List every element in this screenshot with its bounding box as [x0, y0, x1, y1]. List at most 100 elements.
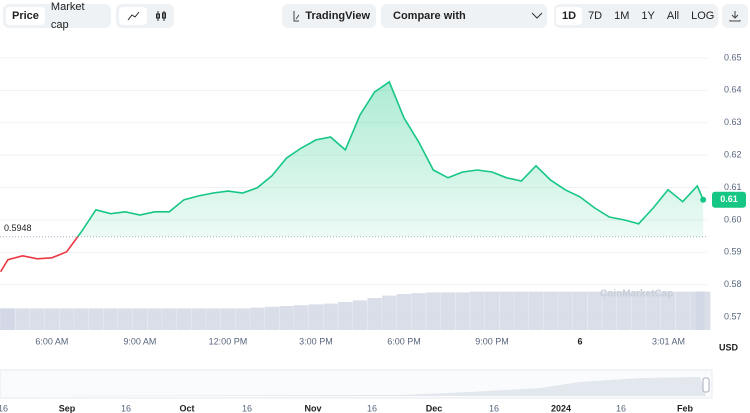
y-tick-label: 0.59	[724, 247, 742, 257]
volume-bar	[572, 291, 588, 330]
volume-bar	[206, 308, 221, 330]
volume-bar	[264, 306, 280, 330]
navigator-label: Sep	[59, 403, 76, 413]
volume-bar	[367, 298, 382, 330]
candle-style-button[interactable]	[147, 7, 175, 25]
volume-bar	[250, 307, 265, 330]
navigator-label: 16	[121, 403, 131, 413]
volume-bar	[147, 308, 162, 330]
chart-style-toggle	[116, 4, 174, 28]
volume-bar	[382, 295, 397, 330]
volume-bar	[631, 291, 646, 330]
volume-bar	[220, 308, 236, 330]
x-tick-label: 6	[577, 336, 582, 346]
tradingview-button[interactable]: TradingView	[282, 4, 376, 28]
price-line	[0, 80, 704, 273]
navigator-label: 16	[489, 403, 499, 413]
y-tick-label: 0.63	[724, 117, 742, 127]
y-tick-label: 0.61	[724, 182, 742, 192]
navigator-area	[0, 377, 706, 396]
volume-bar	[191, 308, 206, 330]
navigator-label: 2024	[551, 403, 571, 413]
volume-bar	[0, 308, 16, 330]
reference-label: 0.5948	[4, 223, 32, 233]
volume-bar	[235, 308, 250, 330]
volume-bar	[279, 306, 294, 330]
download-button[interactable]	[722, 4, 748, 28]
volume-bar	[426, 292, 441, 330]
volume-bar	[558, 291, 573, 330]
volume-bar	[103, 308, 118, 330]
range-1y[interactable]: 1Y	[641, 10, 655, 22]
metric-toggle: Price Market cap	[3, 1, 111, 31]
x-tick-label: 3:01 AM	[652, 336, 685, 346]
y-tick-label: 0.64	[724, 85, 742, 95]
range-1d[interactable]: 1D	[556, 7, 583, 25]
volume-bar	[543, 291, 558, 330]
x-tick-label: 9:00 AM	[123, 336, 156, 346]
volume-bar	[176, 308, 192, 330]
range-1m[interactable]: 1M	[614, 10, 630, 22]
price-tab[interactable]: Price	[6, 7, 45, 25]
volume-bar	[88, 308, 104, 330]
volume-bar	[616, 291, 632, 330]
volume-bar	[162, 308, 177, 330]
y-tick-label: 0.60	[724, 214, 742, 224]
range-all[interactable]: All	[666, 10, 680, 22]
volume-bar	[440, 292, 456, 330]
y-tick-label: 0.62	[724, 149, 742, 159]
compare-label: Compare with	[393, 10, 466, 22]
x-tick-label: 12:00 PM	[209, 336, 248, 346]
volume-bar	[59, 308, 74, 330]
dropdown-arrow	[531, 12, 543, 19]
volume-bar	[587, 291, 602, 330]
line-style-button[interactable]	[119, 7, 147, 25]
navigator-label: 16	[367, 403, 377, 413]
tradingview-icon	[293, 11, 300, 22]
watermark: CoinMarketCap	[600, 289, 673, 300]
last-point	[700, 196, 707, 203]
volume-bar	[484, 291, 500, 330]
navigator-handle[interactable]	[702, 377, 710, 393]
volume-bar	[338, 302, 353, 330]
range-7d[interactable]: 7D	[588, 10, 603, 22]
x-tick-label: 6:00 PM	[387, 336, 421, 346]
volume-bar	[660, 291, 676, 330]
range-toggle: 1D 7D 1M 1Y All LOG	[554, 4, 718, 28]
y-tick-label: 0.58	[724, 279, 742, 289]
volume-bar	[30, 308, 45, 330]
volume-bar	[411, 293, 426, 330]
volume-bar	[352, 300, 368, 330]
x-tick-label: 6:00 AM	[35, 336, 68, 346]
volume-bar	[44, 308, 60, 330]
volume-bar	[470, 291, 485, 330]
volume-bar	[323, 303, 338, 330]
volume-bar	[528, 291, 544, 330]
y-tick-label: 0.57	[724, 311, 742, 321]
navigator-label: 16	[242, 403, 252, 413]
volume-bar	[514, 291, 529, 330]
price-area	[0, 81, 704, 237]
compare-dropdown[interactable]: Compare with	[381, 4, 547, 28]
volume-bar	[602, 291, 617, 330]
volume-bar	[15, 308, 30, 330]
y-unit-label: USD	[719, 342, 739, 352]
y-tick-label: 0.65	[724, 52, 742, 62]
market-cap-tab[interactable]: Market cap	[50, 1, 85, 31]
volume-bar	[695, 291, 711, 330]
navigator-label: Nov	[304, 403, 321, 413]
volume-bar	[396, 294, 412, 330]
volume-bar	[455, 292, 470, 330]
volume-bar	[308, 304, 324, 330]
volume-bar	[118, 308, 133, 330]
x-tick-label: 3:00 PM	[299, 336, 333, 346]
log-toggle[interactable]: LOG	[691, 10, 715, 22]
chart: 0.57 0.58 0.59 0.60 0.61 0.62 0.63 0.64 0.65 USD 6…	[0, 52, 746, 413]
price-badge-label: 0.61	[720, 194, 738, 204]
navigator-label: Dec	[426, 403, 443, 413]
volume-bar	[499, 291, 514, 330]
tradingview-label: TradingView	[305, 10, 370, 22]
volume-bar	[294, 305, 309, 330]
download-icon	[729, 11, 741, 22]
